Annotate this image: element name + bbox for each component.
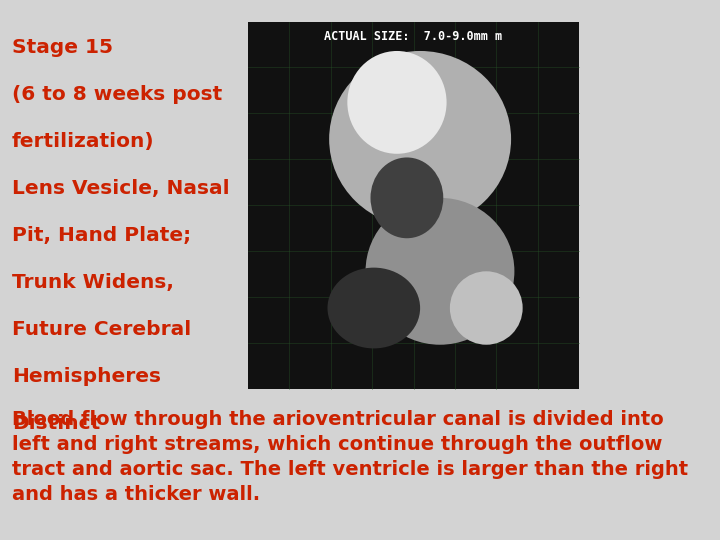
Text: Blood flow through the arioventricular canal is divided into
left and right stre: Blood flow through the arioventricular c… (12, 410, 688, 504)
Text: Trunk Widens,: Trunk Widens, (12, 273, 174, 292)
Ellipse shape (329, 51, 511, 227)
Text: Hemispheres: Hemispheres (12, 367, 161, 386)
Text: Lens Vesicle, Nasal: Lens Vesicle, Nasal (12, 179, 230, 198)
Text: Future Cerebral: Future Cerebral (12, 320, 191, 339)
Ellipse shape (328, 268, 420, 348)
Text: Pit, Hand Plate;: Pit, Hand Plate; (12, 226, 191, 245)
Ellipse shape (347, 51, 446, 154)
Ellipse shape (450, 271, 523, 345)
Text: (6 to 8 weeks post: (6 to 8 weeks post (12, 85, 222, 104)
FancyBboxPatch shape (248, 22, 579, 389)
Ellipse shape (371, 158, 444, 238)
Ellipse shape (366, 198, 514, 345)
Text: fertilization): fertilization) (12, 132, 154, 151)
Text: Stage 15: Stage 15 (12, 38, 113, 57)
Text: Distinct: Distinct (12, 414, 100, 433)
Text: ACTUAL SIZE:  7.0-9.0mm m: ACTUAL SIZE: 7.0-9.0mm m (325, 30, 503, 43)
